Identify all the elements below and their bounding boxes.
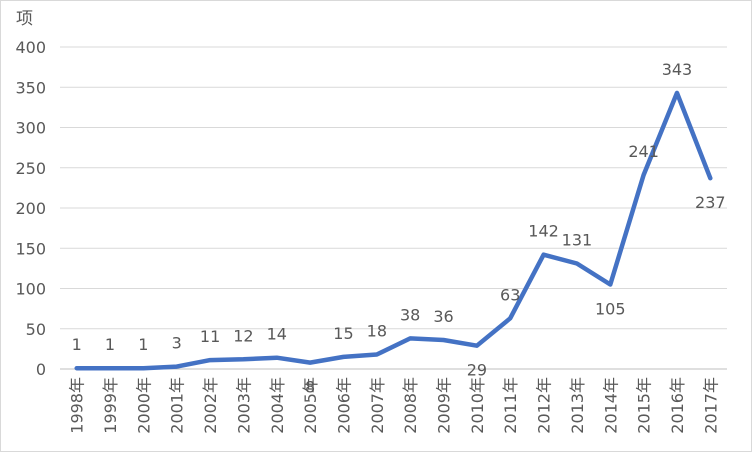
y-tick-label: 50 [26, 320, 46, 339]
gridlines [60, 46, 727, 370]
data-label: 11 [200, 327, 220, 346]
x-tick-label: 2007年 [368, 377, 387, 434]
x-tick-label: 2010年 [468, 377, 487, 434]
data-label: 131 [562, 231, 593, 250]
data-label: 237 [695, 193, 726, 212]
x-tick-label: 2011年 [501, 377, 520, 434]
x-tick-label: 2005年 [301, 377, 320, 434]
x-tick-label: 2012年 [535, 377, 554, 434]
series-line [74, 90, 713, 371]
y-tick-label: 100 [15, 280, 46, 299]
x-tick-label: 2001年 [168, 377, 187, 434]
x-tick-label: 2004年 [268, 377, 287, 434]
data-label: 36 [433, 307, 453, 326]
series-line-group [74, 90, 713, 371]
x-tick-label: 2000年 [134, 377, 153, 434]
data-label: 63 [500, 285, 520, 304]
y-tick-label: 250 [15, 159, 46, 178]
x-tick-label: 2008年 [401, 377, 420, 434]
data-label: 1 [72, 335, 82, 354]
data-label: 142 [528, 222, 559, 241]
x-tick-label: 2002年 [201, 377, 220, 434]
x-tick-label: 1999年 [101, 377, 120, 434]
y-tick-label: 0 [36, 360, 46, 379]
data-label: 105 [595, 299, 626, 318]
data-label: 18 [367, 322, 387, 341]
data-label: 343 [662, 60, 693, 79]
data-label: 29 [467, 361, 487, 380]
y-axis-ticks: 0 50 100 150 200 250 300 350 400 [15, 38, 46, 379]
y-tick-label: 300 [15, 119, 46, 138]
data-label: 8 [305, 378, 315, 397]
x-tick-label: 2015年 [635, 377, 654, 434]
y-tick-label: 200 [15, 199, 46, 218]
x-tick-label: 2006年 [334, 377, 353, 434]
data-label: 15 [333, 324, 353, 343]
x-tick-label: 2016年 [668, 377, 687, 434]
x-tick-label: 2014年 [601, 377, 620, 434]
data-label: 14 [267, 325, 287, 344]
data-label: 1 [105, 335, 115, 354]
y-axis-unit: 项 [16, 9, 33, 29]
data-label: 12 [233, 326, 253, 345]
x-tick-label: 2009年 [435, 377, 454, 434]
y-tick-label: 350 [15, 78, 46, 97]
y-tick-label: 150 [15, 239, 46, 258]
x-tick-label: 2003年 [234, 377, 253, 434]
x-tick-label: 1998年 [68, 377, 87, 434]
x-tick-label: 2017年 [701, 377, 720, 434]
data-label: 3 [172, 334, 182, 353]
data-label: 241 [628, 142, 659, 161]
x-tick-label: 2013年 [568, 377, 587, 434]
x-axis-ticks: 1998年 1999年 2000年 2001年 2002年 2003年 2004年 2005年… [68, 377, 721, 434]
y-tick-label: 400 [15, 38, 46, 57]
data-label: 1 [138, 335, 148, 354]
data-label: 38 [400, 305, 420, 324]
